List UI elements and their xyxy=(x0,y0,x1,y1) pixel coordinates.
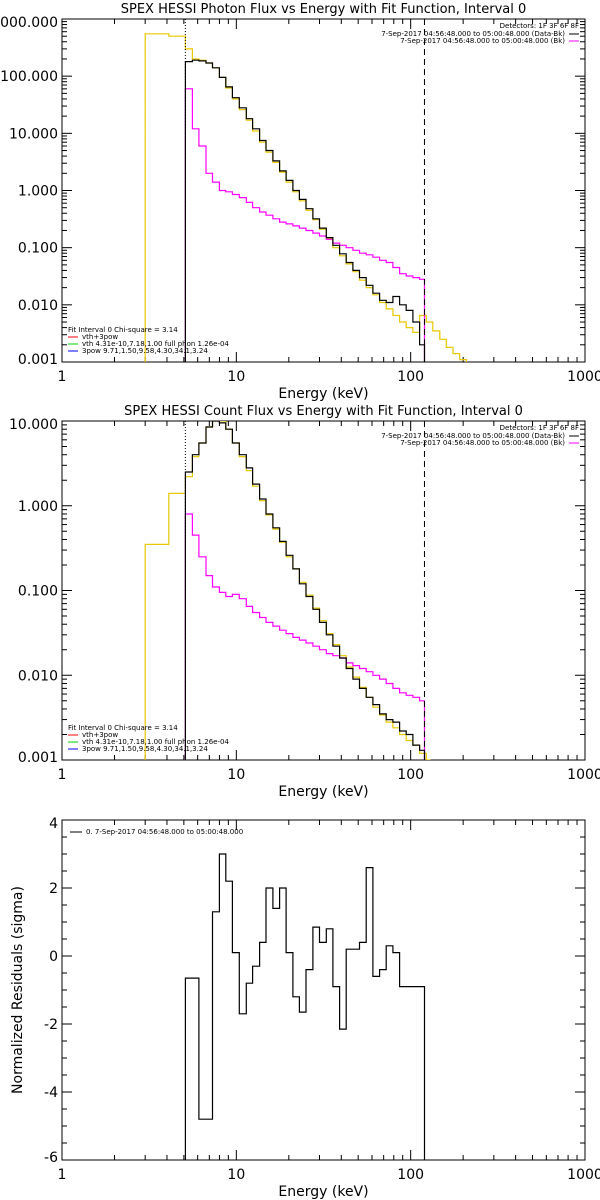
y-tick-label: 2 xyxy=(49,881,58,897)
header-legend-text: 7-Sep-2017 04:56:48.000 to 05:00:48.000 … xyxy=(381,30,565,38)
series-0-7-sep-2017-04-56-48-000-to-05-00-48-000 xyxy=(184,853,426,1160)
x-axis-title: Energy (keV) xyxy=(278,784,368,800)
x-tick-label: 10 xyxy=(227,1167,245,1183)
fit-legend-text: vth+3pow xyxy=(82,333,118,341)
y-tick-label: 0.010 xyxy=(18,668,58,684)
plot-frame xyxy=(61,420,586,761)
x-tick-label: 1 xyxy=(58,1167,67,1183)
series-bk xyxy=(184,88,426,362)
chart-count: 1 10 100 1000 10.000 1.000 0.100 0.010 0.001 SPEX… xyxy=(9,404,600,800)
y-tick-label: 4 xyxy=(49,816,58,832)
fit-legend-title: Fit Interval 0 Chi-square = 3.14 xyxy=(68,724,178,732)
chart-photon: 1 10 100 1000 1000.000 100.000 10.000 1.000 0.10… xyxy=(0,2,600,402)
x-tick-label: 1000 xyxy=(567,369,600,385)
x-tick-label: 1000 xyxy=(567,767,600,783)
x-axis-title: Energy (keV) xyxy=(278,386,368,402)
y-tick-label: 0 xyxy=(49,949,58,965)
y-tick-label: 1.000 xyxy=(18,184,58,200)
series-group xyxy=(144,421,431,760)
x-tick-label: 100 xyxy=(397,1167,424,1183)
y-tick-label: 0.001 xyxy=(18,352,58,368)
legend-text: 0. 7-Sep-2017 04:56:48.000 to 05:00:48.0… xyxy=(86,828,243,836)
series-data-bk xyxy=(184,59,426,362)
header-legend-text: 7-Sep-2017 04:56:48.000 to 05:00:48.000 … xyxy=(400,37,565,45)
plot-frame xyxy=(61,819,586,1161)
y-tick-label: 1000.000 xyxy=(0,15,58,31)
x-tick-label: 10 xyxy=(227,369,245,385)
fit-legend-text: vth 4.31e-10,7.18,1.00 full phon 1.26e-0… xyxy=(82,738,229,746)
y-tick-label: 100.000 xyxy=(0,69,58,85)
y-tick-label: 1.000 xyxy=(18,499,58,515)
detectors-label: Detectors: 1F 3F 6F 8F xyxy=(500,424,579,432)
series-vth-3pow xyxy=(144,33,468,362)
header-legend-text: 7-Sep-2017 04:56:48.000 to 05:00:48.000 … xyxy=(381,432,565,440)
x-tick-label: 1000 xyxy=(567,1167,600,1183)
y-tick-label: -4 xyxy=(44,1085,58,1101)
chart-title: SPEX HESSI Count Flux vs Energy with Fit… xyxy=(124,404,523,419)
y-tick-label: 0.010 xyxy=(18,298,58,314)
y-axis-title: Normalized Residuals (sigma) xyxy=(10,886,26,1094)
x-tick-label: 100 xyxy=(397,767,424,783)
y-tick-label: 10.000 xyxy=(9,126,58,142)
chart-title: SPEX HESSI Photon Flux vs Energy with Fi… xyxy=(121,2,527,17)
fit-legend-text: vth 4.31e-10,7.18,1.00 full phon 1.26e-0… xyxy=(82,340,229,348)
series-data-bk xyxy=(184,421,426,760)
x-tick-label: 100 xyxy=(397,369,424,385)
y-tick-label: 0.100 xyxy=(18,241,58,257)
series-bk xyxy=(184,513,426,760)
y-tick-label: 0.100 xyxy=(18,584,58,600)
x-tick-label: 1 xyxy=(58,767,67,783)
fit-legend-text: 3pow 9.71,1.50,9.58,4.30,34.1,3.24 xyxy=(82,745,208,753)
y-tick-label: -6 xyxy=(44,1150,58,1166)
header-legend-text: 7-Sep-2017 04:56:48.000 to 05:00:48.000 … xyxy=(400,439,565,447)
series-group xyxy=(184,853,426,1160)
fit-legend-title: Fit Interval 0 Chi-square = 3.14 xyxy=(68,326,178,334)
detectors-label: Detectors: 1F 3F 6F 8F xyxy=(500,22,579,30)
fit-legend-text: 3pow 9.71,1.50,9.58,4.30,34.1,3.24 xyxy=(82,347,208,355)
plot-frame xyxy=(61,18,586,363)
chart-residuals: 1 10 100 1000 4 2 0 -2 -4 -6 Energy (keV) Normalize… xyxy=(10,816,600,1200)
x-axis-title: Energy (keV) xyxy=(278,1184,368,1200)
fit-legend-text: vth+3pow xyxy=(82,731,118,739)
y-tick-label: 10.000 xyxy=(9,417,58,433)
x-tick-label: 10 xyxy=(227,767,245,783)
series-group xyxy=(144,33,468,362)
y-tick-label: -2 xyxy=(44,1017,58,1033)
y-tick-label: 0.001 xyxy=(18,750,58,766)
x-tick-label: 1 xyxy=(58,369,67,385)
